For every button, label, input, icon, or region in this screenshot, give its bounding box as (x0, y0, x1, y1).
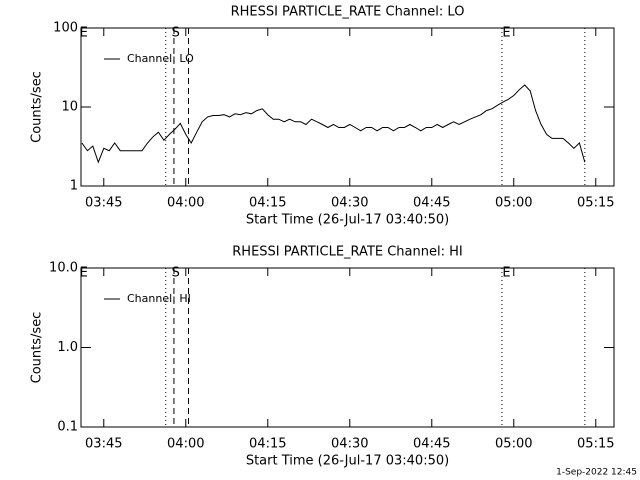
x-tick-label: 05:00 (495, 196, 532, 211)
footer: 1-Sep-2022 12:45 (556, 468, 637, 478)
x-tick-label: 04:15 (249, 437, 286, 452)
x-axis-label: Start Time (26-Jul-17 03:40:50) (246, 454, 449, 469)
x-tick-label: 05:00 (495, 437, 532, 452)
annotation: E (502, 26, 510, 41)
series-line (81, 84, 586, 164)
x-axis-label: Start Time (26-Jul-17 03:40:50) (246, 213, 449, 228)
y-axis-label: Counts/sec (30, 312, 45, 384)
annotation: S (172, 26, 180, 41)
x-tick-label: 04:30 (331, 196, 368, 211)
annotation: E (80, 266, 88, 281)
annotation: E (80, 26, 88, 41)
x-tick-label: 05:15 (577, 437, 614, 452)
x-tick-label: 04:00 (167, 196, 204, 211)
legend-label: Channel: LO (127, 52, 194, 65)
annotation: E (502, 266, 510, 281)
y-tick-label: 1.0 (57, 340, 78, 355)
y-axis-label: Counts/sec (30, 71, 45, 143)
y-tick-label: 10 (61, 100, 78, 115)
chart-title: RHESSI PARTICLE_RATE Channel: LO (231, 5, 465, 20)
x-tick-label: 05:15 (577, 196, 614, 211)
chart-title: RHESSI PARTICLE_RATE Channel: HI (232, 245, 462, 260)
x-tick-label: 03:45 (85, 437, 122, 452)
y-tick-label: 1 (70, 179, 78, 194)
x-tick-label: 04:45 (413, 437, 450, 452)
x-tick-label: 04:15 (249, 196, 286, 211)
x-tick-label: 04:00 (167, 437, 204, 452)
y-tick-label: 0.1 (57, 420, 78, 435)
x-tick-label: 04:45 (413, 196, 450, 211)
x-tick-label: 04:30 (331, 437, 368, 452)
legend-label: Channel: HI (127, 292, 191, 305)
y-tick-label: 10.0 (49, 261, 78, 276)
x-tick-label: 03:45 (85, 196, 122, 211)
annotation: S (172, 266, 180, 281)
y-tick-label: 100 (53, 21, 78, 36)
